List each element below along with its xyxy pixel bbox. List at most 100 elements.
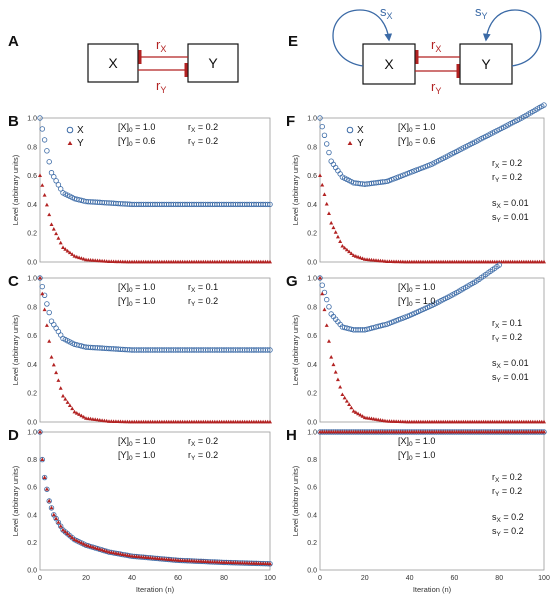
point-x xyxy=(53,178,59,184)
x-tick-label: 100 xyxy=(264,575,276,582)
point-x xyxy=(46,159,52,165)
point-y xyxy=(268,259,272,264)
point-y xyxy=(79,413,84,418)
panel-letter-a: A xyxy=(8,33,19,50)
chart-d: D 0.0 0.2 0.4 0.6 0.8 1.0 0 20 40 60 80 100 Level (ar… xyxy=(8,427,276,594)
y-tick-label: 1.0 xyxy=(307,430,317,437)
point-y xyxy=(74,538,79,543)
param-annotation: rY = 0.2 xyxy=(188,450,218,462)
point-y xyxy=(349,405,354,410)
point-x xyxy=(53,515,59,522)
point-y xyxy=(61,393,65,398)
y-tick-label: 0.4 xyxy=(307,362,317,369)
point-y xyxy=(333,230,338,234)
point-y xyxy=(56,378,61,382)
chart-b: B 0.0 0.2 0.4 0.6 0.8 1.0 Level (arbitrary unit… xyxy=(8,113,273,267)
x-tick-label: 40 xyxy=(128,575,136,582)
point-y xyxy=(331,225,336,230)
y-tick-label: 0.6 xyxy=(307,333,317,340)
self-loop-x-arrow xyxy=(332,9,393,67)
param-annotation: rY = 0.2 xyxy=(188,296,218,308)
point-y xyxy=(61,245,65,249)
point-x xyxy=(41,474,48,481)
point-y xyxy=(342,245,347,250)
point-y xyxy=(70,535,75,540)
x-tick-label: 80 xyxy=(220,575,228,582)
point-x xyxy=(324,141,330,147)
point-y xyxy=(326,211,331,216)
point-x xyxy=(37,275,43,281)
point-y xyxy=(104,549,109,553)
point-y xyxy=(351,409,356,413)
point-y xyxy=(326,339,331,343)
point-y xyxy=(542,429,546,434)
series-x xyxy=(317,262,502,333)
point-y xyxy=(338,239,343,243)
point-y xyxy=(84,542,88,547)
point-y xyxy=(90,545,95,549)
legend-label-x: X xyxy=(357,125,364,136)
point-y xyxy=(88,544,93,548)
y-tick-label: 0.4 xyxy=(307,202,317,209)
point-y xyxy=(324,201,329,206)
point-x xyxy=(46,498,52,504)
sparam-annotation: sX = 0.01 xyxy=(492,198,529,210)
init-annotation: [Y]0 = 1.0 xyxy=(118,296,155,308)
point-y xyxy=(113,551,118,555)
param-annotation: rX = 0.2 xyxy=(492,472,522,484)
point-y xyxy=(318,173,322,177)
label-sx: sX xyxy=(380,4,393,21)
y-tick-label: 0.0 xyxy=(307,420,317,427)
point-x xyxy=(39,126,45,132)
y-axis-label: Level (arbitrary units) xyxy=(11,154,20,225)
y-tick-label: 0.6 xyxy=(27,173,37,180)
point-x xyxy=(48,505,55,511)
point-y xyxy=(127,553,132,558)
point-y xyxy=(67,403,72,407)
init-annotation: [X]0 = 1.0 xyxy=(118,122,155,134)
legend-label-y: Y xyxy=(357,138,364,149)
point-y xyxy=(542,419,546,424)
point-y xyxy=(65,400,70,404)
label-rx: rX xyxy=(431,37,441,54)
y-tick-label: 0.0 xyxy=(307,568,317,575)
point-y xyxy=(116,551,121,556)
point-x xyxy=(39,283,45,290)
y-axis-label: Level (arbitrary units) xyxy=(11,465,20,536)
point-x xyxy=(44,301,50,307)
point-x xyxy=(328,158,334,164)
legend-marker-x xyxy=(346,126,354,134)
point-y xyxy=(44,323,49,327)
y-tick-label: 0.8 xyxy=(307,304,317,311)
point-y xyxy=(51,362,56,367)
point-x xyxy=(317,115,323,121)
point-x xyxy=(330,161,337,168)
point-y xyxy=(72,409,77,414)
point-y xyxy=(54,516,59,520)
point-y xyxy=(356,254,361,259)
point-x xyxy=(319,282,325,288)
y-tick-label: 0.0 xyxy=(307,260,317,267)
point-y xyxy=(79,256,84,260)
chart-panels: B 0.0 0.2 0.4 0.6 0.8 1.0 Level (arbitrary unit… xyxy=(8,102,550,594)
param-annotation: rY = 0.2 xyxy=(492,486,522,498)
node-y-label: Y xyxy=(208,55,218,71)
point-y xyxy=(65,248,70,253)
point-y xyxy=(61,527,65,532)
y-tick-label: 0.2 xyxy=(307,391,317,398)
y-tick-label: 0.2 xyxy=(27,540,37,547)
point-y xyxy=(324,323,329,327)
param-annotation: rY = 0.2 xyxy=(492,172,522,184)
chart-g: G 0.0 0.2 0.4 0.6 0.8 1.0 Level (arbitrary unit… xyxy=(286,262,546,427)
series-y xyxy=(38,429,272,566)
y-tick-label: 0.8 xyxy=(27,304,37,311)
point-x xyxy=(317,275,323,281)
point-y xyxy=(93,545,98,550)
point-y xyxy=(72,254,77,258)
param-annotation: rY = 0.2 xyxy=(492,332,522,344)
x-tick-label: 20 xyxy=(361,575,369,582)
point-y xyxy=(56,236,61,240)
point-y xyxy=(67,533,72,538)
point-y xyxy=(42,307,47,312)
point-y xyxy=(58,523,63,528)
